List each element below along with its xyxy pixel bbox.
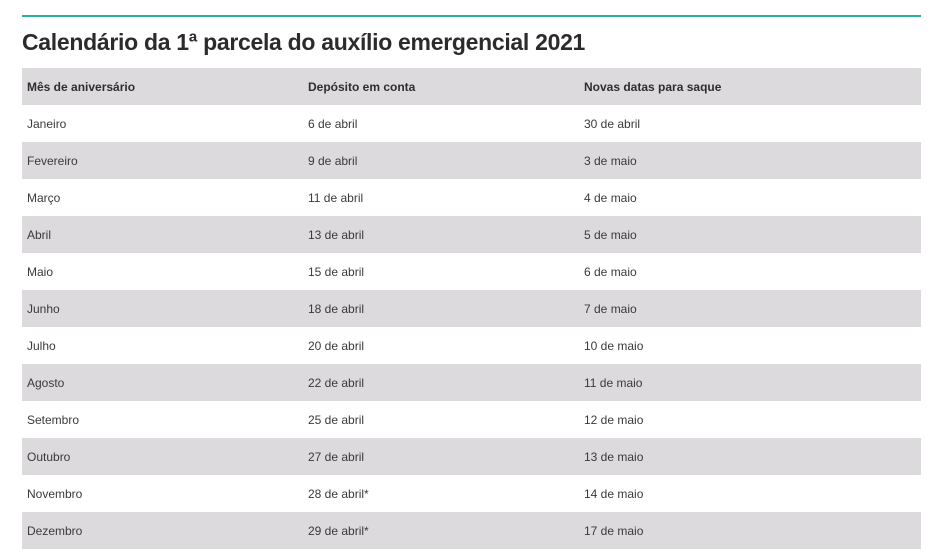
cell-deposit-date: 18 de abril: [308, 301, 365, 316]
cell-birth-month: Junho: [27, 301, 60, 316]
cell-deposit-date: 29 de abril*: [308, 523, 369, 538]
table-row: Julho 20 de abril 10 de maio: [22, 327, 921, 364]
cell-birth-month: Janeiro: [27, 116, 67, 131]
table-row: Abril 13 de abril 5 de maio: [22, 216, 921, 253]
table-row: Dezembro 29 de abril* 17 de maio: [22, 512, 921, 549]
cell-birth-month: Fevereiro: [27, 153, 78, 168]
cell-birth-month: Agosto: [27, 375, 65, 390]
table-row: Junho 18 de abril 7 de maio: [22, 290, 921, 327]
cell-birth-month: Novembro: [27, 486, 83, 501]
table-header-row: Mês de aniversário Depósito em conta Nov…: [22, 68, 921, 105]
cell-withdrawal-date: 6 de maio: [584, 264, 637, 279]
table-row: Setembro 25 de abril 12 de maio: [22, 401, 921, 438]
cell-birth-month: Setembro: [27, 412, 80, 427]
table-row: Fevereiro 9 de abril 3 de maio: [22, 142, 921, 179]
calendar-panel: Calendário da 1ª parcela do auxílio emer…: [22, 15, 921, 549]
cell-birth-month: Abril: [27, 227, 52, 242]
cell-withdrawal-date: 14 de maio: [584, 486, 644, 501]
cell-birth-month: Julho: [27, 338, 56, 353]
cell-withdrawal-date: 5 de maio: [584, 227, 637, 242]
table-row: Janeiro 6 de abril 30 de abril: [22, 105, 921, 142]
cell-birth-month: Março: [27, 190, 61, 205]
cell-withdrawal-date: 30 de abril: [584, 116, 641, 131]
column-header-deposit-date: Depósito em conta: [308, 79, 416, 94]
column-header-withdrawal-date: Novas datas para saque: [584, 79, 722, 94]
column-header-birth-month: Mês de aniversário: [27, 79, 136, 94]
table-row: Outubro 27 de abril 13 de maio: [22, 438, 921, 475]
cell-withdrawal-date: 11 de maio: [584, 375, 643, 390]
cell-withdrawal-date: 12 de maio: [584, 412, 644, 427]
cell-deposit-date: 27 de abril: [308, 449, 365, 464]
cell-birth-month: Maio: [27, 264, 54, 279]
cell-birth-month: Dezembro: [27, 523, 83, 538]
cell-withdrawal-date: 7 de maio: [584, 301, 637, 316]
table-row: Agosto 22 de abril 11 de maio: [22, 364, 921, 401]
cell-deposit-date: 22 de abril: [308, 375, 365, 390]
payment-calendar-table: Mês de aniversário Depósito em conta Nov…: [22, 68, 921, 549]
cell-deposit-date: 15 de abril: [308, 264, 365, 279]
cell-birth-month: Outubro: [27, 449, 71, 464]
cell-deposit-date: 20 de abril: [308, 338, 365, 353]
accent-divider: [22, 15, 921, 17]
cell-deposit-date: 9 de abril: [308, 153, 358, 168]
cell-withdrawal-date: 10 de maio: [584, 338, 644, 353]
table-row: Novembro 28 de abril* 14 de maio: [22, 475, 921, 512]
cell-withdrawal-date: 3 de maio: [584, 153, 637, 168]
cell-deposit-date: 6 de abril: [308, 116, 358, 131]
table-row: Maio 15 de abril 6 de maio: [22, 253, 921, 290]
cell-deposit-date: 28 de abril*: [308, 486, 369, 501]
cell-deposit-date: 11 de abril: [308, 190, 364, 205]
cell-deposit-date: 25 de abril: [308, 412, 365, 427]
page-title: Calendário da 1ª parcela do auxílio emer…: [22, 29, 586, 55]
cell-withdrawal-date: 13 de maio: [584, 449, 644, 464]
table-row: Março 11 de abril 4 de maio: [22, 179, 921, 216]
cell-withdrawal-date: 4 de maio: [584, 190, 637, 205]
cell-deposit-date: 13 de abril: [308, 227, 365, 242]
cell-withdrawal-date: 17 de maio: [584, 523, 644, 538]
